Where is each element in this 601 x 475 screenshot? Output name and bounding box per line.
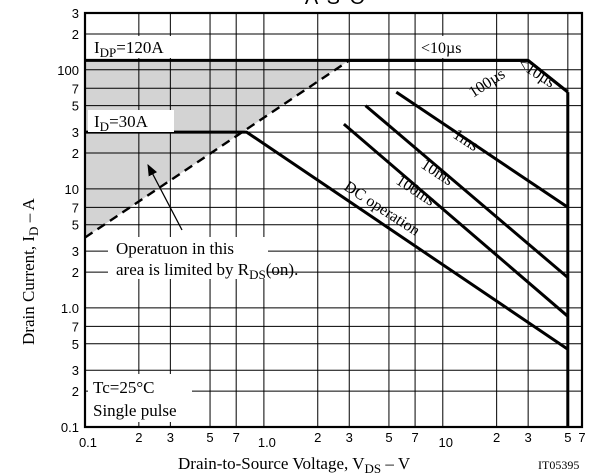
- plot-frame: [83, 11, 584, 429]
- series-10ms: [342, 122, 569, 318]
- series-10us-limit: [349, 58, 569, 94]
- x-tick-label: 10: [439, 435, 453, 450]
- curve-label-10us-top: <10µs: [421, 40, 461, 57]
- note-line-1: Operatuon in this: [116, 239, 234, 258]
- y-tick-label: 3: [72, 363, 79, 378]
- y-tick-label: 10: [65, 182, 79, 197]
- curve-label-10us-diag: <10µs: [515, 55, 558, 91]
- y-tick-label: 3: [72, 125, 79, 140]
- series-100us: [395, 90, 569, 209]
- y-axis-title: Drain Current, ID – A: [19, 197, 41, 345]
- x-tick-label: 5: [564, 430, 571, 445]
- x-tick-label: 5: [385, 430, 392, 445]
- x-tick-label: 0.1: [79, 435, 97, 450]
- y-tick-label: 2: [72, 265, 79, 280]
- figure-id: IT05395: [538, 458, 579, 472]
- x-tick-label: 3: [525, 430, 532, 445]
- condition-pulse: Single pulse: [93, 401, 177, 420]
- chart-title: A S O: [305, 0, 367, 9]
- x-tick-label: 7: [411, 430, 418, 445]
- x-tick-label: 2: [314, 430, 321, 445]
- y-tick-label: 5: [72, 99, 79, 114]
- y-tick-label: 5: [72, 218, 79, 233]
- y-tick-label: 7: [72, 81, 79, 96]
- y-tick-label: 7: [72, 319, 79, 334]
- id-limit-label: ID=30A: [94, 112, 149, 134]
- x-tick-label: 7: [233, 430, 240, 445]
- y-tick-label: 3: [72, 244, 79, 259]
- curve-label-10ms: 10ms: [418, 156, 456, 189]
- y-tick-label: 5: [72, 337, 79, 352]
- series-100ms: [85, 130, 569, 351]
- x-tick-label: 5: [206, 430, 213, 445]
- x-tick-label: 7: [578, 430, 585, 445]
- series-1ms: [364, 104, 569, 279]
- rds-on-boundary-line: [84, 59, 350, 239]
- x-tick-label: 2: [493, 430, 500, 445]
- x-tick-label: 3: [167, 430, 174, 445]
- idp-limit-label: IDP=120A: [94, 38, 164, 60]
- y-tick-label: 100: [57, 63, 79, 78]
- x-tick-label: 3: [346, 430, 353, 445]
- x-tick-label: 1.0: [258, 435, 276, 450]
- x-axis-title: Drain-to-Source Voltage, VDS – V: [178, 454, 411, 475]
- y-tick-label: 1.0: [61, 301, 79, 316]
- x-tick-label: 2: [135, 430, 142, 445]
- curve-label-100us: 100µs: [466, 66, 508, 102]
- y-tick-label: 3: [72, 6, 79, 21]
- note-line-2: area is limited by RDS(on).: [116, 260, 298, 282]
- condition-temperature: Tc=25°C: [93, 378, 154, 397]
- note-arrow: [147, 163, 183, 231]
- y-tick-label: 2: [72, 146, 79, 161]
- y-tick-label: 2: [72, 27, 79, 42]
- y-tick-label: 2: [72, 384, 79, 399]
- y-tick-label: 0.1: [61, 420, 79, 435]
- y-tick-label: 7: [72, 200, 79, 215]
